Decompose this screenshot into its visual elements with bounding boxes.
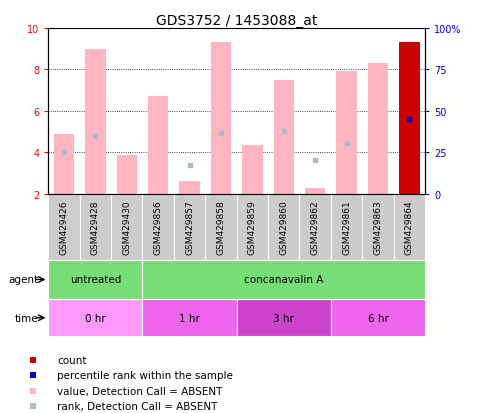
Title: GDS3752 / 1453088_at: GDS3752 / 1453088_at [156,14,317,28]
Text: 6 hr: 6 hr [368,313,388,323]
Text: GSM429862: GSM429862 [311,200,320,254]
Text: 1 hr: 1 hr [179,313,200,323]
Text: GSM429426: GSM429426 [59,200,69,254]
Bar [211,43,231,194]
Text: untreated: untreated [70,275,121,285]
Text: count: count [57,355,86,365]
Bar [54,134,74,194]
Bar [368,64,388,194]
Bar [205,194,237,260]
Bar [48,299,142,337]
Bar [336,72,357,194]
Text: GSM429864: GSM429864 [405,200,414,254]
Text: time: time [15,313,39,323]
Text: GSM429860: GSM429860 [279,200,288,254]
Bar [399,43,420,194]
Bar [174,194,205,260]
Text: concanavalin A: concanavalin A [244,275,324,285]
Text: GSM429857: GSM429857 [185,200,194,254]
Text: GSM429858: GSM429858 [216,200,226,254]
Bar [80,194,111,260]
Bar [48,260,142,299]
Bar [237,299,331,337]
Bar [111,194,142,260]
Bar [148,97,169,194]
Bar [331,299,425,337]
Text: GSM429430: GSM429430 [122,200,131,254]
Text: rank, Detection Call = ABSENT: rank, Detection Call = ABSENT [57,401,217,411]
Bar [142,260,425,299]
Bar [242,145,263,194]
Bar [48,194,80,260]
Bar [273,81,294,194]
Bar [394,194,425,260]
Bar [179,182,200,194]
Bar [362,194,394,260]
Bar [142,194,174,260]
Bar [268,194,299,260]
Text: 0 hr: 0 hr [85,313,106,323]
Bar [85,50,106,194]
Text: agent: agent [9,275,39,285]
Text: GSM429859: GSM429859 [248,200,257,254]
Text: GSM429863: GSM429863 [373,200,383,254]
Bar [299,194,331,260]
Bar [116,156,137,194]
Text: value, Detection Call = ABSENT: value, Detection Call = ABSENT [57,386,222,396]
Text: percentile rank within the sample: percentile rank within the sample [57,370,233,380]
Text: 3 hr: 3 hr [273,313,294,323]
Text: GSM429428: GSM429428 [91,200,100,254]
Text: GSM429856: GSM429856 [154,200,163,254]
Bar [305,189,326,194]
Bar [237,194,268,260]
Bar [399,43,420,194]
Bar [331,194,362,260]
Text: GSM429861: GSM429861 [342,200,351,254]
Bar [142,299,237,337]
